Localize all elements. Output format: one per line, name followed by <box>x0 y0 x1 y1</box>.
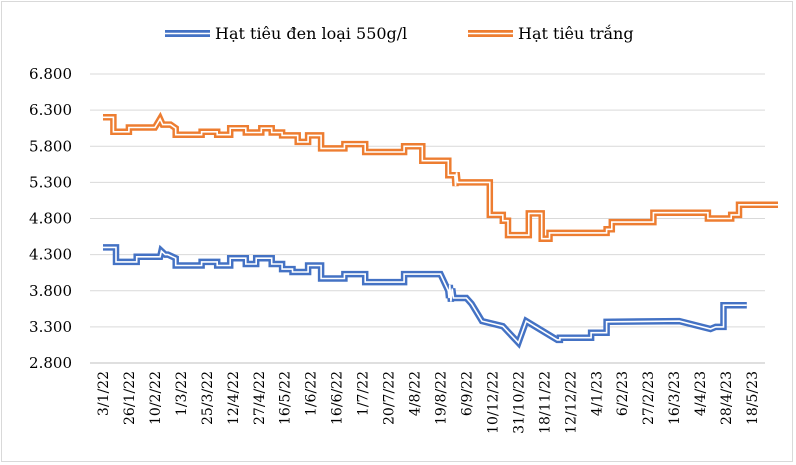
x-tick-label: 1/6/22 <box>304 371 320 416</box>
x-tick-label: 6/9/22 <box>459 371 475 416</box>
x-tick-label: 26/1/22 <box>122 371 138 425</box>
x-axis-ticks: 3/1/22 26/1/22 10/2/22 1/3/22 25/3/22 12/4/22… <box>96 371 761 434</box>
x-tick-label: 18/11/22 <box>537 371 553 434</box>
x-tick-label: 3/1/22 <box>96 371 112 416</box>
y-tick-label: 6.800 <box>29 65 72 83</box>
y-axis-ticks: 2.800 3.300 3.800 4.300 4.800 5.300 5.800 6.300… <box>29 65 72 372</box>
series-lines <box>103 111 778 349</box>
x-tick-label: 27/2/23 <box>641 371 657 425</box>
x-tick-label: 12/12/22 <box>563 371 579 434</box>
legend-item-black-pepper: Hạt tiêu đen loại 550g/l <box>165 24 407 43</box>
x-tick-label: 31/10/22 <box>511 371 527 434</box>
y-tick-label: 4.300 <box>29 246 72 264</box>
y-tick-label: 3.300 <box>29 318 72 336</box>
x-tick-label: 4/8/22 <box>408 371 424 416</box>
series-line-highlight-1 <box>103 116 778 240</box>
x-tick-label: 12/4/22 <box>226 371 242 425</box>
x-tick-label: 20/7/22 <box>382 371 398 425</box>
x-tick-label: 10/12/22 <box>485 371 501 434</box>
y-tick-label: 2.800 <box>29 354 72 372</box>
series-line-1 <box>103 111 778 242</box>
x-tick-label: 4/1/23 <box>589 371 605 416</box>
x-tick-label: 16/6/22 <box>330 371 346 425</box>
x-tick-label: 28/4/23 <box>719 371 735 425</box>
x-tick-label: 19/8/22 <box>433 371 449 425</box>
y-tick-label: 3.800 <box>29 282 72 300</box>
x-tick-label: 16/3/23 <box>667 371 683 425</box>
y-tick-label: 6.300 <box>29 101 72 119</box>
series-line-0 <box>103 244 747 349</box>
x-tick-label: 25/3/22 <box>200 371 216 425</box>
x-tick-label: 18/5/23 <box>745 371 761 425</box>
legend-label-black-pepper: Hạt tiêu đen loại 550g/l <box>215 24 407 43</box>
x-tick-label: 16/5/22 <box>278 371 294 425</box>
legend-item-white-pepper: Hạt tiêu trắng <box>468 24 634 43</box>
x-tick-label: 6/2/23 <box>615 371 631 416</box>
x-tick-label: 1/3/22 <box>174 371 190 416</box>
gridlines <box>90 73 765 364</box>
x-tick-label: 4/4/23 <box>693 371 709 416</box>
x-tick-label: 1/7/22 <box>356 371 372 416</box>
series-line-highlight-0 <box>103 246 747 345</box>
legend-label-white-pepper: Hạt tiêu trắng <box>518 24 634 43</box>
legend: Hạt tiêu đen loại 550g/l Hạt tiêu trắng <box>165 24 634 43</box>
y-tick-label: 5.300 <box>29 173 72 191</box>
y-tick-label: 4.800 <box>29 210 72 228</box>
y-tick-label: 5.800 <box>29 137 72 155</box>
x-tick-label: 10/2/22 <box>148 371 164 425</box>
x-tick-label: 27/4/22 <box>252 371 268 425</box>
